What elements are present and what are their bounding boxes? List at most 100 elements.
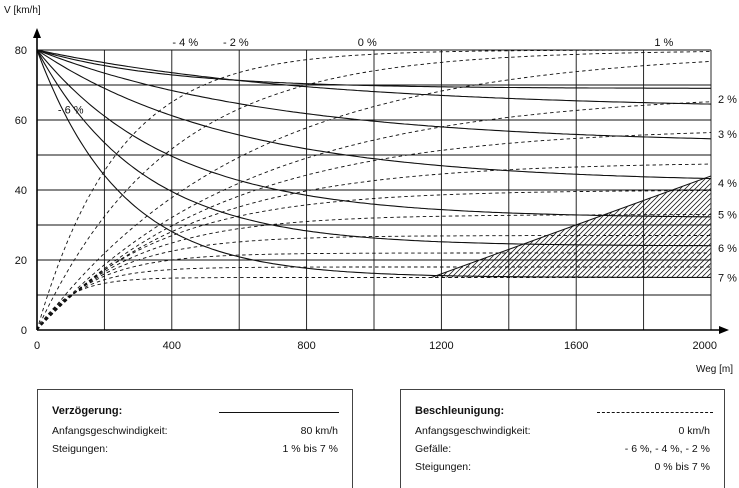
deceleration-curve bbox=[37, 50, 711, 218]
y-tick-label: 40 bbox=[15, 185, 27, 197]
hatch-stroke bbox=[706, 273, 711, 278]
hatch-stroke bbox=[581, 192, 667, 278]
hatch-stroke bbox=[576, 195, 659, 278]
hatch-stroke bbox=[586, 189, 675, 278]
legend-acceleration: Beschleunigung: Anfangsgeschwindigkeit: … bbox=[400, 389, 725, 488]
legend-key: Anfangsgeschwindigkeit: bbox=[52, 425, 168, 437]
y-tick-label: 0 bbox=[21, 325, 27, 337]
hatch-stroke bbox=[526, 223, 581, 278]
hatch-stroke bbox=[471, 255, 494, 278]
acceleration-curve bbox=[37, 163, 711, 330]
x-tick-label: 1200 bbox=[429, 340, 453, 352]
gradient-label-right: 5 % bbox=[718, 210, 737, 222]
hatch-stroke bbox=[551, 209, 620, 278]
gradient-label-top: - 4 % bbox=[172, 37, 198, 49]
legend-deceleration: Verzögerung: Anfangsgeschwindigkeit: 80 … bbox=[37, 389, 353, 488]
legend-row: Anfangsgeschwindigkeit: 80 km/h bbox=[52, 425, 338, 439]
legend-row: Anfangsgeschwindigkeit: 0 km/h bbox=[415, 425, 710, 439]
y-axis-arrow bbox=[33, 28, 41, 38]
gradient-label-right: 2 % bbox=[718, 94, 737, 106]
acceleration-curve bbox=[37, 101, 711, 330]
solid-line-sample bbox=[219, 412, 339, 413]
hatch-stroke bbox=[496, 240, 534, 278]
y-tick-label: 20 bbox=[15, 255, 27, 267]
hatch-stroke bbox=[556, 206, 628, 278]
hatch-stroke bbox=[601, 181, 698, 278]
legend-row: Steigungen: 0 % bis 7 % bbox=[415, 461, 710, 475]
legend-value: 80 km/h bbox=[300, 425, 338, 437]
acceleration-curve bbox=[37, 60, 711, 330]
hatch-stroke bbox=[596, 183, 691, 278]
deceleration-curves bbox=[37, 50, 711, 278]
legend-value: 0 km/h bbox=[678, 425, 710, 437]
gradient-label-right: 7 % bbox=[718, 273, 737, 285]
acceleration-curve bbox=[37, 214, 711, 330]
dashed-line-sample bbox=[597, 412, 713, 413]
hatch-stroke bbox=[636, 203, 711, 278]
x-tick-label: 1600 bbox=[564, 340, 588, 352]
hatch-stroke bbox=[536, 218, 596, 278]
hatch-stroke bbox=[516, 229, 565, 278]
gradient-label-top: 0 % bbox=[358, 37, 377, 49]
x-tick-label: 2000 bbox=[693, 340, 717, 352]
hatch-stroke bbox=[531, 220, 589, 278]
hatched-region-edge bbox=[431, 175, 711, 278]
hatch-stroke bbox=[476, 252, 502, 278]
axes bbox=[33, 28, 729, 334]
acceleration-curve bbox=[37, 132, 711, 330]
legend-value: 0 % bis 7 % bbox=[654, 461, 710, 473]
hatch-stroke bbox=[571, 198, 651, 278]
gradient-label-top: 1 % bbox=[654, 37, 673, 49]
legend-key: Steigungen: bbox=[415, 461, 472, 473]
x-tick-label: 400 bbox=[163, 340, 181, 352]
legend-key: Gefälle: bbox=[415, 443, 452, 455]
y-axis-label: V [km/h] bbox=[4, 5, 41, 16]
hatch-stroke bbox=[481, 249, 510, 278]
hatch-stroke bbox=[616, 183, 711, 278]
acceleration-curve bbox=[37, 51, 711, 330]
hatch-stroke bbox=[491, 243, 526, 278]
acceleration-curve bbox=[37, 235, 711, 330]
legend-row: Steigungen: 1 % bis 7 % bbox=[52, 443, 338, 457]
gradient-label-left: - 6 % bbox=[58, 105, 84, 117]
x-tick-label: 0 bbox=[34, 340, 40, 352]
acceleration-curve bbox=[37, 50, 711, 330]
hatch-stroke bbox=[631, 198, 711, 278]
hatch-stroke bbox=[591, 186, 683, 278]
deceleration-curve bbox=[37, 50, 711, 247]
x-tick-label: 800 bbox=[297, 340, 315, 352]
curve-labels: - 4 % - 2 % 0 % 1 % - 6 % 2 % 3 % 4 % 5 % 6 % 7 % bbox=[58, 37, 737, 285]
deceleration-curve bbox=[37, 50, 711, 105]
hatch-stroke bbox=[666, 233, 711, 278]
legend-row: Gefälle: - 6 %, - 4 %, - 2 % bbox=[415, 443, 710, 457]
y-tick-label: 80 bbox=[15, 45, 27, 57]
hatch-stroke bbox=[456, 263, 471, 278]
hatch-stroke bbox=[566, 200, 644, 278]
hatch-stroke bbox=[521, 226, 573, 278]
gradient-label-right: 3 % bbox=[718, 129, 737, 141]
hatch-stroke bbox=[441, 272, 447, 278]
hatched-region bbox=[431, 175, 711, 278]
hatch-stroke bbox=[691, 258, 711, 278]
deceleration-curve bbox=[37, 50, 711, 89]
hatch-stroke bbox=[651, 218, 711, 278]
legend-key: Anfangsgeschwindigkeit: bbox=[415, 425, 531, 437]
hatch-stroke bbox=[466, 257, 487, 278]
legend-key: Steigungen: bbox=[52, 443, 109, 455]
hatch-stroke bbox=[506, 235, 549, 278]
legend-deceleration-title: Verzögerung: bbox=[52, 405, 123, 417]
acceleration-curve bbox=[37, 266, 711, 330]
gradient-label-right: 4 % bbox=[718, 178, 737, 190]
legend-value: - 6 %, - 4 %, - 2 % bbox=[624, 443, 710, 455]
legend-acceleration-title: Beschleunigung: bbox=[415, 405, 505, 417]
hatch-stroke bbox=[701, 268, 711, 278]
deceleration-curve bbox=[37, 50, 711, 278]
x-axis-arrow bbox=[719, 326, 729, 334]
hatch-stroke bbox=[696, 263, 711, 278]
hatch-stroke bbox=[606, 178, 706, 278]
hatch-stroke bbox=[461, 260, 479, 278]
hatch-stroke bbox=[686, 253, 711, 278]
hatch-stroke bbox=[676, 243, 711, 278]
hatch-stroke bbox=[621, 188, 711, 278]
gradient-label-right: 6 % bbox=[718, 243, 737, 255]
